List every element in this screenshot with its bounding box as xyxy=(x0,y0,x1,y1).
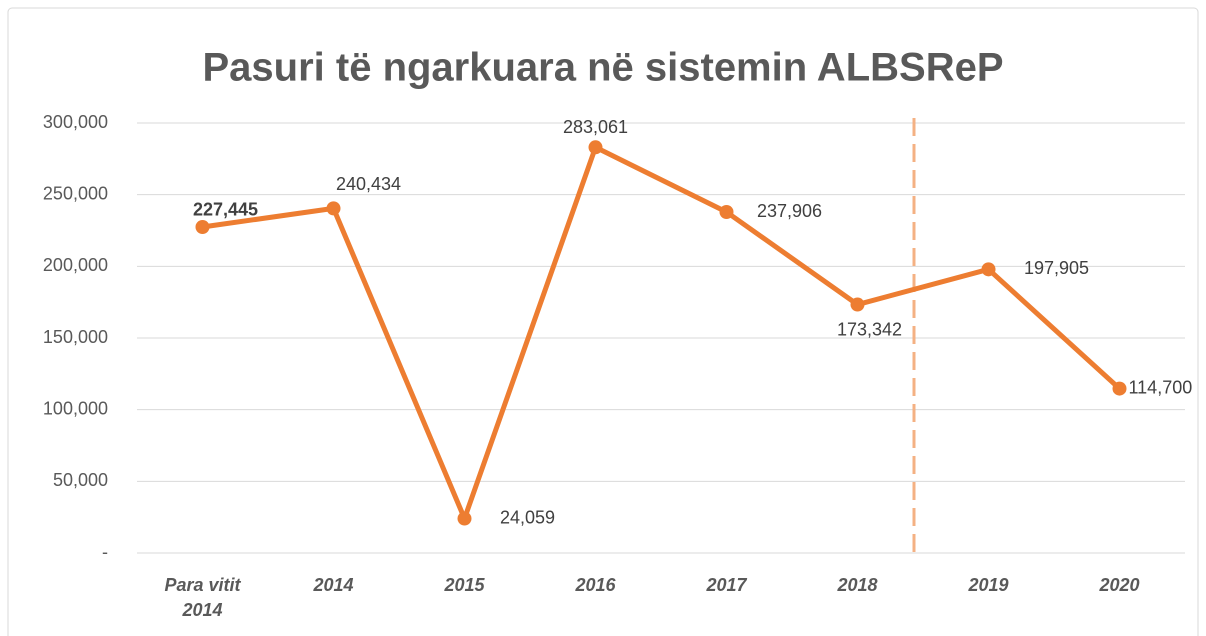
x-tick-label: 2020 xyxy=(1099,575,1140,595)
marker xyxy=(850,297,865,312)
y-tick-label: 300,000 xyxy=(43,112,108,132)
data-label: 283,061 xyxy=(563,117,628,137)
marker xyxy=(981,262,996,277)
x-tick-label: 2014 xyxy=(313,575,354,595)
marker xyxy=(588,140,603,155)
data-label: 237,906 xyxy=(757,201,822,221)
x-tick-label: 2018 xyxy=(837,575,878,595)
data-label: 240,434 xyxy=(336,174,401,194)
y-tick-label: - xyxy=(102,542,108,562)
y-tick-label: 100,000 xyxy=(43,398,108,418)
x-tick-label: Para vitit 2014 xyxy=(164,575,241,620)
data-label: 173,342 xyxy=(837,319,902,339)
x-tick-label: 2019 xyxy=(968,575,1009,595)
data-label: 114,700 xyxy=(1129,377,1193,397)
marker xyxy=(326,201,341,216)
x-tick-label: 2017 xyxy=(706,575,747,595)
line xyxy=(202,144,1122,522)
marker xyxy=(719,205,734,220)
chart-title: Pasuri të ngarkuara në sistemin ALBSReP xyxy=(202,46,1003,90)
y-tick-label: 200,000 xyxy=(43,255,108,275)
data-label: 24,059 xyxy=(500,507,555,527)
x-tick-label: 2016 xyxy=(575,575,616,595)
y-tick-label: 150,000 xyxy=(43,327,108,347)
data-label: 227,445 xyxy=(193,200,258,220)
x-tick-label: 2015 xyxy=(444,575,485,595)
y-tick-label: 50,000 xyxy=(53,470,108,490)
chart-border xyxy=(7,7,1199,636)
marker xyxy=(1112,381,1127,396)
y-tick-label: 250,000 xyxy=(43,183,108,203)
marker xyxy=(195,219,210,234)
marker xyxy=(457,511,472,526)
data-label: 197,905 xyxy=(1024,258,1089,278)
